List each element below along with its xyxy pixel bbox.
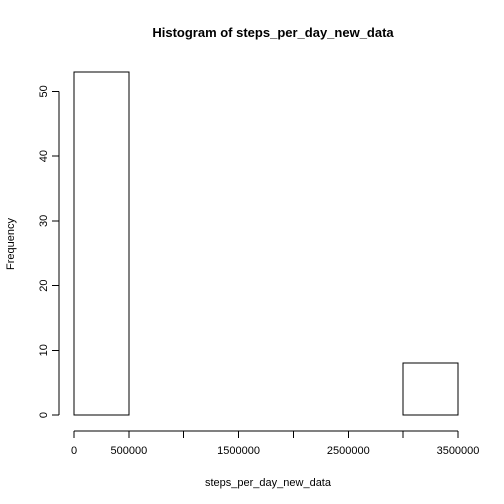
y-tick-label-2: 20 bbox=[38, 279, 50, 291]
x-axis: 0 500000 1500000 2500000 3500000 bbox=[71, 430, 480, 457]
y-tick-label-5: 50 bbox=[38, 85, 50, 97]
x-axis-label: steps_per_day_new_data bbox=[205, 477, 332, 489]
y-tick-label-4: 40 bbox=[38, 150, 50, 162]
histogram-bar-0 bbox=[73, 71, 130, 416]
x-tick-label-0: 0 bbox=[71, 445, 77, 457]
x-tick-label-5: 2500000 bbox=[327, 445, 370, 457]
x-tick-label-1: 500000 bbox=[110, 445, 147, 457]
y-axis: 0 10 20 30 40 50 bbox=[38, 85, 60, 418]
bars-group bbox=[73, 71, 459, 416]
histogram-bar-6 bbox=[402, 362, 459, 416]
y-tick-label-1: 10 bbox=[38, 344, 50, 356]
y-tick-label-0: 0 bbox=[38, 412, 50, 418]
y-axis-label: Frequency bbox=[5, 218, 17, 270]
x-tick-label-3: 1500000 bbox=[217, 445, 260, 457]
chart-title: Histogram of steps_per_day_new_data bbox=[152, 25, 394, 40]
y-tick-label-3: 30 bbox=[38, 215, 50, 227]
x-tick-label-7: 3500000 bbox=[437, 445, 480, 457]
